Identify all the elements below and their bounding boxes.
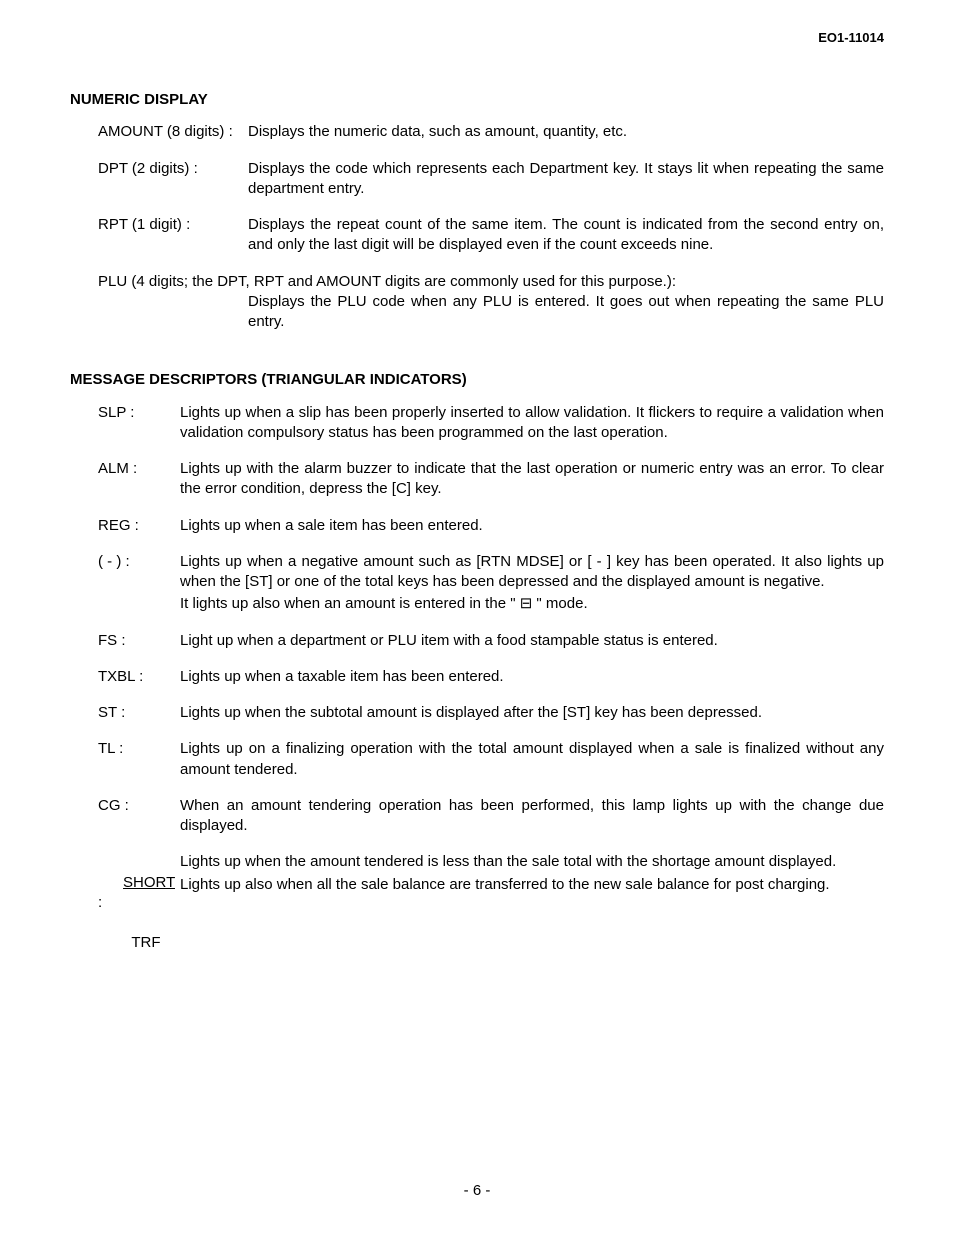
definition-label: AMOUNT (8 digits) :	[98, 122, 248, 144]
paragraph: Light up when a department or PLU item w…	[180, 631, 884, 651]
definition-row: RPT (1 digit) : Displays the repeat coun…	[98, 215, 884, 258]
definition-label: PLU (4 digits; the DPT, RPT and AMOUNT d…	[98, 272, 884, 292]
paragraph: Lights up with the alarm buzzer to indic…	[180, 459, 884, 500]
definition-row: DPT (2 digits) : Displays the code which…	[98, 159, 884, 202]
paragraph: Lights up when a negative amount such as…	[180, 552, 884, 593]
descriptor-row: REG : Lights up when a sale item has bee…	[98, 516, 884, 538]
descriptor-row: ( - ) : Lights up when a negative amount…	[98, 552, 884, 617]
definition-label: DPT (2 digits) :	[98, 159, 248, 202]
descriptor-description: Lights up when the amount tendered is le…	[180, 852, 884, 974]
paragraph: Lights up when a sale item has been ente…	[180, 516, 884, 536]
document-id: EO1-11014	[818, 30, 884, 45]
definition-row: AMOUNT (8 digits) : Displays the numeric…	[98, 122, 884, 144]
descriptor-label: ( - ) :	[98, 552, 180, 617]
descriptor-description: Lights up with the alarm buzzer to indic…	[180, 459, 884, 502]
page-body: NUMERIC DISPLAY AMOUNT (8 digits) : Disp…	[0, 0, 954, 974]
label-line2: TRF	[131, 934, 160, 951]
paragraph: Lights up also when all the sale balance…	[180, 875, 884, 895]
descriptor-row: CG : When an amount tendering operation …	[98, 796, 884, 839]
descriptor-row: TXBL : Lights up when a taxable item has…	[98, 667, 884, 689]
definition-row-plu: PLU (4 digits; the DPT, RPT and AMOUNT d…	[98, 272, 884, 333]
definition-description: Displays the repeat count of the same it…	[248, 215, 884, 258]
descriptor-description: When an amount tendering operation has b…	[180, 796, 884, 839]
descriptor-label: TXBL :	[98, 667, 180, 689]
paragraph: Lights up when the amount tendered is le…	[180, 852, 884, 872]
paragraph: Lights up when the subtotal amount is di…	[180, 703, 884, 723]
section-title-message-descriptors: MESSAGE DESCRIPTORS (TRIANGULAR INDICATO…	[70, 370, 884, 390]
paragraph: Lights up when a taxable item has been e…	[180, 667, 884, 687]
descriptor-description: Lights up when a sale item has been ente…	[180, 516, 884, 538]
descriptor-row: FS : Light up when a department or PLU i…	[98, 631, 884, 653]
paragraph: Displays the repeat count of the same it…	[248, 215, 884, 256]
descriptor-description: Lights up when a negative amount such as…	[180, 552, 884, 617]
definition-label: RPT (1 digit) :	[98, 215, 248, 258]
descriptor-label: TL :	[98, 739, 180, 782]
descriptor-label: SLP :	[98, 403, 180, 446]
descriptor-label: ALM :	[98, 459, 180, 502]
descriptor-row: TL : Lights up on a finalizing operation…	[98, 739, 884, 782]
descriptor-label-short-trf: SHORT : TRF	[98, 852, 180, 974]
paragraph: Lights up on a finalizing operation with…	[180, 739, 884, 780]
paragraph: It lights up also when an amount is ente…	[180, 594, 884, 614]
descriptor-row: ST : Lights up when the subtotal amount …	[98, 703, 884, 725]
paragraph: Displays the PLU code when any PLU is en…	[248, 292, 884, 333]
paragraph: Displays the numeric data, such as amoun…	[248, 122, 884, 142]
paragraph: Lights up when a slip has been properly …	[180, 403, 884, 444]
paragraph: When an amount tendering operation has b…	[180, 796, 884, 837]
descriptor-description: Lights up when the subtotal amount is di…	[180, 703, 884, 725]
section-title-numeric-display: NUMERIC DISPLAY	[70, 90, 884, 110]
paragraph: Displays the code which represents each …	[248, 159, 884, 200]
label-underlined: SHORT	[123, 874, 175, 891]
descriptor-label: FS :	[98, 631, 180, 653]
descriptor-label: REG :	[98, 516, 180, 538]
descriptor-description: Lights up when a taxable item has been e…	[180, 667, 884, 689]
definition-description: Displays the code which represents each …	[248, 159, 884, 202]
descriptor-row: SHORT : TRF Lights up when the amount te…	[98, 852, 884, 974]
page-number: - 6 -	[0, 1182, 954, 1199]
descriptor-description: Lights up on a finalizing operation with…	[180, 739, 884, 782]
descriptor-row: ALM : Lights up with the alarm buzzer to…	[98, 459, 884, 502]
descriptor-label: CG :	[98, 796, 180, 839]
descriptor-description: Light up when a department or PLU item w…	[180, 631, 884, 653]
descriptor-label: ST :	[98, 703, 180, 725]
definition-description: Displays the numeric data, such as amoun…	[248, 122, 884, 144]
definition-description: Displays the PLU code when any PLU is en…	[248, 292, 884, 333]
descriptor-row: SLP : Lights up when a slip has been pro…	[98, 403, 884, 446]
descriptor-description: Lights up when a slip has been properly …	[180, 403, 884, 446]
